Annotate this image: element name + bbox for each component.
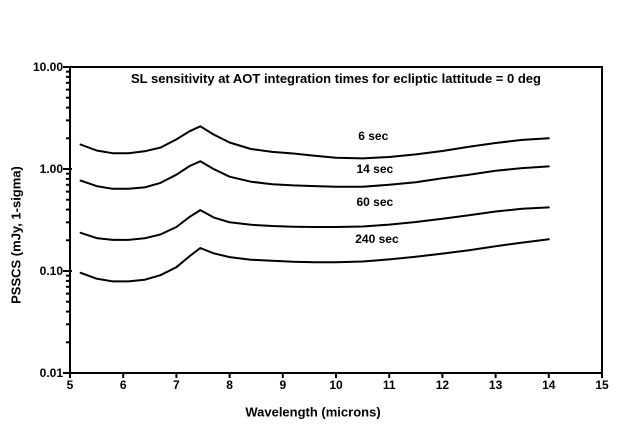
y-tick-label: 1.00	[39, 162, 63, 176]
x-tick-label: 15	[595, 378, 609, 392]
x-tick-label: 9	[279, 378, 287, 392]
curve-240-sec	[79, 238, 550, 283]
x-tick-label: 6	[119, 378, 127, 392]
x-tick-label: 10	[329, 378, 343, 392]
curve-6-sec	[79, 125, 550, 160]
curve-14-sec	[79, 160, 550, 190]
y-tick-label: 0.01	[39, 366, 63, 380]
y-axis-label: PSSCS (mJy, 1-sigma)	[8, 166, 24, 304]
plot-border	[69, 66, 603, 374]
x-tick-label: 7	[173, 378, 180, 392]
x-tick-label: 11	[382, 378, 396, 392]
curve-label-6-sec: 6 sec	[358, 129, 389, 144]
curve-label-60-sec: 60 sec	[356, 194, 394, 209]
y-tick-label: 0.10	[39, 264, 63, 278]
x-tick-label: 13	[488, 378, 503, 392]
chart-title: SL sensitivity at AOT integration times …	[131, 71, 541, 86]
curve-label-240-sec: 240 sec	[355, 232, 399, 247]
x-tick-label: 5	[66, 378, 74, 392]
curve-label-14-sec: 14 sec	[356, 162, 394, 177]
x-axis-label: Wavelength (microns)	[245, 404, 381, 420]
x-tick-label: 8	[226, 378, 233, 392]
x-tick-label: 14	[542, 378, 556, 392]
y-tick-label: 10.00	[32, 60, 63, 74]
curve-60-sec	[79, 206, 550, 241]
x-tick-label: 12	[435, 378, 450, 392]
